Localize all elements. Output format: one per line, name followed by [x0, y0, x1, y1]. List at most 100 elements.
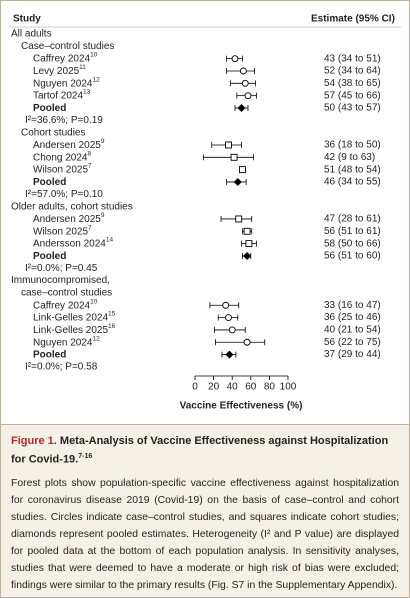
study-label: Tartof 2024 [33, 90, 83, 101]
study-ref: 9 [101, 138, 105, 145]
estimate-square [245, 240, 253, 248]
study-label: Chong 2024 [33, 152, 88, 163]
estimate-circle [225, 314, 232, 322]
pooled-diamond [233, 177, 242, 186]
study-ref: 14 [106, 236, 114, 243]
estimate-label: 54 (38 to 65) [324, 78, 381, 89]
study-label: Pooled [33, 103, 66, 114]
estimate-label: 36 (18 to 50) [324, 140, 381, 151]
study-name: Nguyen 202412 [33, 335, 100, 348]
heterogeneity: I²=57.0%; P=0.10 [25, 189, 103, 200]
study-name: Wilson 20257 [33, 224, 92, 237]
study-name: Andersson 202414 [33, 236, 113, 249]
study-name: Caffrey 202410 [33, 51, 98, 64]
estimate-header: Estimate (95% CI) [311, 14, 395, 25]
estimate-label: 46 (34 to 55) [324, 177, 381, 188]
estimate-label: 52 (34 to 64) [324, 66, 381, 77]
heterogeneity: I²=0.0%; P=0.45 [25, 263, 98, 274]
estimate-circle [243, 338, 251, 346]
study-name: Andersen 20259 [33, 212, 105, 225]
study-label: Wilson 2025 [33, 164, 88, 175]
study-label: Caffrey 2024 [33, 300, 91, 311]
estimate-label: 51 (48 to 54) [324, 164, 381, 175]
study-name: Pooled [33, 177, 66, 188]
study-name: Link-Gelles 202415 [33, 310, 116, 323]
caption-label: Figure 1. [11, 435, 57, 447]
study-ref: 9 [101, 212, 105, 219]
study-ref: 7 [88, 224, 92, 231]
study-name: Caffrey 202410 [33, 298, 98, 311]
estimate-circle [239, 67, 247, 75]
estimate-square [235, 215, 243, 223]
estimate-circle [228, 326, 236, 334]
study-label: Link-Gelles 2025 [33, 325, 108, 336]
pooled-diamond [225, 350, 234, 359]
study-ref: 12 [93, 335, 101, 342]
study-name: Link-Gelles 202516 [33, 323, 116, 336]
study-name: Pooled [33, 349, 66, 360]
caption: Figure 1. Meta-Analysis of Vaccine Effec… [1, 424, 409, 597]
x-tick-label: 40 [227, 382, 239, 393]
estimate-label: 56 (51 to 61) [324, 226, 381, 237]
estimate-label: 37 (29 to 44) [324, 349, 381, 360]
estimate-label: 50 (43 to 57) [324, 103, 381, 114]
estimate-square [238, 166, 246, 174]
estimate-square [230, 153, 238, 161]
study-label: Nguyen 2024 [33, 78, 93, 89]
study-ref: 13 [83, 88, 91, 95]
study-label: Andersen 2025 [33, 140, 101, 151]
estimate-circle [231, 55, 239, 63]
x-tick-label: 100 [280, 382, 297, 393]
estimate-square [243, 227, 251, 235]
study-name: Wilson 20257 [33, 162, 92, 175]
x-tick-label: 80 [264, 382, 276, 393]
estimate-label: 43 (34 to 51) [324, 53, 381, 64]
estimate-circle [241, 79, 249, 87]
estimate-square [225, 141, 232, 149]
subgroup-title: Case–control studies [21, 41, 114, 52]
study-ref: 11 [79, 64, 86, 71]
estimate-label: 36 (25 to 46) [324, 312, 381, 323]
study-name: Andersen 20259 [33, 138, 105, 151]
study-label: Link-Gelles 2024 [33, 312, 108, 323]
study-ref: 10 [90, 51, 98, 58]
study-name: Tartof 202413 [33, 88, 91, 101]
study-name: Chong 20248 [33, 150, 92, 163]
study-label: Andersen 2025 [33, 214, 101, 225]
study-name: Pooled [33, 251, 66, 262]
group-title: Older adults, cohort studies [11, 201, 133, 212]
study-ref: 16 [108, 323, 116, 330]
x-tick-label: 60 [245, 382, 257, 393]
x-axis-label: Vaccine Effectiveness (%) [180, 401, 303, 412]
study-ref: 15 [108, 310, 116, 317]
heterogeneity: I²=36.6%; P=0.19 [25, 115, 103, 126]
caption-title: Figure 1. Meta-Analysis of Vaccine Effec… [11, 433, 399, 468]
pooled-diamond [243, 251, 252, 260]
study-label: Pooled [33, 251, 66, 262]
estimate-label: 42 (9 to 63) [324, 152, 375, 163]
pooled-diamond [237, 103, 246, 112]
study-header: Study [13, 14, 41, 25]
study-label: Andersson 2024 [33, 238, 106, 249]
study-ref: 7 [88, 162, 92, 169]
estimate-label: 56 (51 to 60) [324, 251, 381, 262]
x-tick-label: 0 [192, 382, 198, 393]
caption-text: Forest plots show population-specific va… [11, 477, 399, 591]
study-ref: 10 [90, 298, 98, 305]
study-ref: 12 [93, 76, 101, 83]
study-label: Pooled [33, 177, 66, 188]
estimate-label: 57 (45 to 66) [324, 90, 381, 101]
study-label: Nguyen 2024 [33, 337, 93, 348]
estimate-circle [222, 301, 230, 309]
study-name: Nguyen 202412 [33, 76, 100, 89]
estimate-circle [244, 92, 252, 100]
study-label: Levy 2025 [33, 66, 80, 77]
estimate-label: 58 (50 to 66) [324, 238, 381, 249]
subgroup-title: case–control studies [21, 288, 112, 299]
study-label: Wilson 2025 [33, 226, 88, 237]
caption-heading: Meta-Analysis of Vaccine Effectiveness a… [11, 435, 389, 466]
estimate-label: 47 (28 to 61) [324, 214, 381, 225]
group-title: All adults [11, 29, 52, 40]
study-name: Pooled [33, 103, 66, 114]
